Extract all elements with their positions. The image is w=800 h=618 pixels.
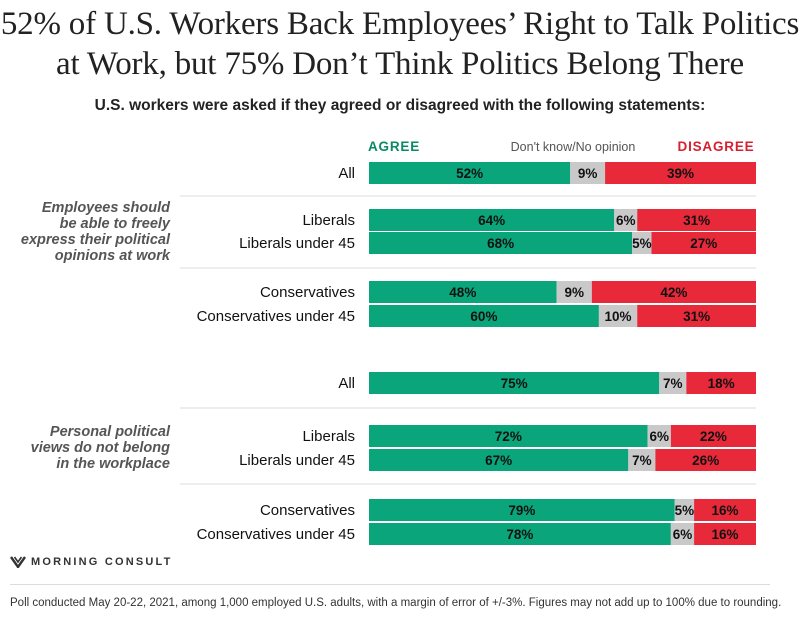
disagree-value-label: 18%: [708, 376, 735, 391]
statement-label-line: opinions at work: [55, 248, 171, 264]
agree-value-label: 72%: [495, 429, 522, 444]
disagree-value-label: 27%: [690, 236, 717, 251]
agree-value-label: 52%: [456, 166, 483, 181]
disagree-value-label: 31%: [683, 309, 710, 324]
disagree-bar: [686, 372, 756, 394]
row-label: Conservatives under 45: [197, 308, 355, 325]
disagree-value-label: 42%: [660, 285, 687, 300]
morning-consult-logo-icon: [10, 556, 26, 568]
neutral-value-label: 10%: [605, 309, 632, 324]
disagree-bar: [637, 209, 756, 231]
row-label: Conservatives: [260, 284, 355, 301]
disagree-value-label: 22%: [700, 429, 727, 444]
agree-bar: [369, 232, 633, 254]
neutral-bar: [632, 232, 652, 254]
disagree-bar: [694, 523, 756, 545]
agree-bar: [369, 499, 675, 521]
neutral-value-label: 6%: [649, 429, 669, 444]
agree-bar: [369, 162, 571, 184]
neutral-bar: [570, 162, 606, 184]
disagree-value-label: 16%: [712, 527, 739, 542]
neutral-value-label: 5%: [632, 236, 652, 251]
disagree-bar: [605, 162, 756, 184]
agree-value-label: 79%: [508, 503, 535, 518]
neutral-bar: [647, 425, 671, 447]
brand-name: MORNING CONSULT: [31, 556, 173, 568]
agree-bar: [369, 449, 629, 471]
row-label: Liberals: [302, 428, 355, 445]
disagree-bar: [637, 305, 756, 327]
disagree-value-label: 31%: [683, 213, 710, 228]
agree-value-label: 48%: [449, 285, 476, 300]
row-label: Liberals under 45: [239, 235, 355, 252]
chart-subtitle: U.S. workers were asked if they agreed o…: [94, 97, 706, 114]
agree-bar: [369, 372, 660, 394]
agree-bar: [369, 523, 671, 545]
disagree-bar: [694, 499, 756, 521]
disagree-bar: [651, 232, 756, 254]
row-label: Conservatives under 45: [197, 526, 355, 543]
disagree-value-label: 39%: [667, 166, 694, 181]
statement-label-line: express their political: [21, 232, 171, 248]
footnote: Poll conducted May 20-22, 2021, among 1,…: [10, 597, 782, 609]
chart-title-line-1: 52% of U.S. Workers Back Employees’ Righ…: [0, 6, 800, 42]
neutral-bar: [659, 372, 687, 394]
statement-label-line: in the workplace: [56, 456, 170, 472]
agree-bar: [369, 425, 648, 447]
neutral-bar: [556, 281, 592, 303]
neutral-value-label: 7%: [632, 453, 652, 468]
agree-value-label: 75%: [501, 376, 528, 391]
agree-bar: [369, 209, 615, 231]
neutral-value-label: 6%: [616, 213, 636, 228]
row-label: All: [338, 375, 355, 392]
neutral-bar: [670, 523, 695, 545]
neutral-bar: [674, 499, 695, 521]
neutral-value-label: 7%: [663, 376, 683, 391]
chart-title-line-2: at Work, but 75% Don’t Think Politics Be…: [56, 46, 744, 82]
neutral-bar: [614, 209, 638, 231]
neutral-value-label: 6%: [673, 527, 693, 542]
legend-neutral: Don't know/No opinion: [511, 140, 636, 154]
neutral-value-label: 9%: [578, 166, 598, 181]
disagree-bar: [655, 449, 756, 471]
footer-divider: [10, 584, 770, 585]
agree-value-label: 78%: [506, 527, 533, 542]
row-label: Liberals under 45: [239, 452, 355, 469]
agree-value-label: 64%: [478, 213, 505, 228]
legend-agree: AGREE: [368, 139, 420, 154]
row-label: All: [338, 165, 355, 182]
disagree-bar: [670, 425, 756, 447]
neutral-bar: [628, 449, 656, 471]
legend-disagree: DISAGREE: [678, 139, 755, 154]
row-label: Liberals: [302, 212, 355, 229]
statement-label-line: Personal political: [50, 424, 171, 440]
agree-bar: [369, 305, 599, 327]
chart-title: 52% of U.S. Workers Back Employees’ Righ…: [0, 4, 800, 84]
neutral-value-label: 9%: [564, 285, 584, 300]
brand-logo: MORNING CONSULT: [10, 556, 173, 568]
disagree-value-label: 16%: [712, 503, 739, 518]
neutral-bar: [598, 305, 638, 327]
agree-value-label: 68%: [487, 236, 514, 251]
row-label: Conservatives: [260, 502, 355, 519]
agree-value-label: 67%: [485, 453, 512, 468]
disagree-value-label: 26%: [692, 453, 719, 468]
agree-value-label: 60%: [470, 309, 497, 324]
agree-bar: [369, 281, 557, 303]
statement-label-line: be able to freely: [60, 216, 171, 232]
statement-label-line: views do not belong: [31, 440, 171, 456]
neutral-value-label: 5%: [675, 503, 695, 518]
statement-label-line: Employees should: [42, 200, 171, 216]
disagree-bar: [591, 281, 756, 303]
